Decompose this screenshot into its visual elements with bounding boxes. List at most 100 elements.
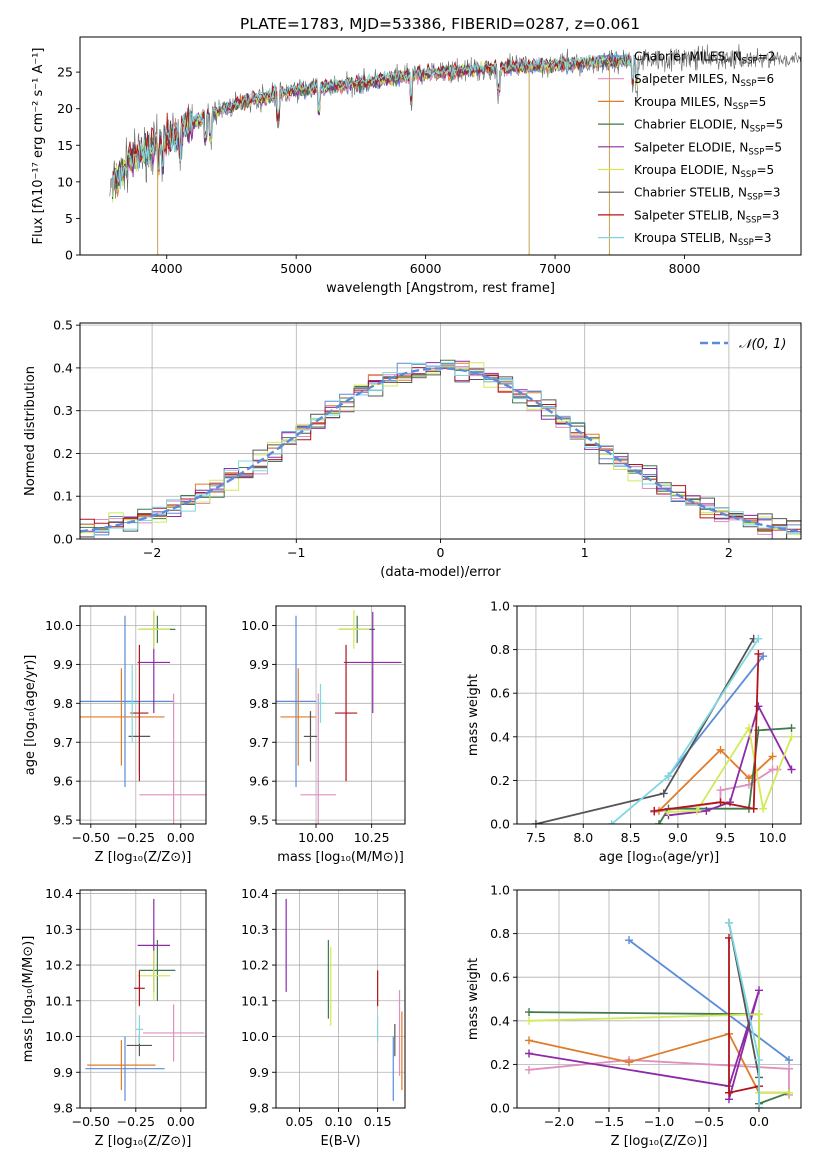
weight-line xyxy=(528,990,760,1100)
figure-title: PLATE=1783, MJD=53386, FIBERID=0287, z=0… xyxy=(240,15,640,33)
legend-entry: Salpeter MILES, NSSP=6 xyxy=(634,72,774,89)
weight-marker xyxy=(525,1008,533,1017)
weight-marker xyxy=(754,702,763,711)
x-tick-label: 10.0 xyxy=(759,830,787,845)
y-tick-label: 10 xyxy=(57,174,73,189)
chart-residuals: −2 −1 0 1 2 0.0 0.1 0.2 0.3 0.4 0.5 (data-model)/er… xyxy=(23,318,802,580)
weight-marker xyxy=(625,1058,633,1067)
weight-marker xyxy=(525,1049,533,1058)
y-tick-label: 0.3 xyxy=(53,403,73,418)
x-tick-label: 8.5 xyxy=(621,830,641,845)
x-tick-label: −1.5 xyxy=(594,1114,624,1129)
x-tick-label: −0.25 xyxy=(117,830,155,845)
x-axis-label: age [log₁₀(age/yr)] xyxy=(599,850,720,865)
weight-marker xyxy=(716,798,725,807)
legend-entry: Chabrier MILES, NSSP=2 xyxy=(634,50,775,67)
weight-marker xyxy=(716,786,725,795)
weight-marker xyxy=(787,724,796,733)
plot-area xyxy=(80,609,206,824)
x-tick-label: 0.15 xyxy=(364,1114,392,1129)
x-axis-label: wavelength [Angstrom, rest frame] xyxy=(326,281,555,296)
x-tick-label: −2 xyxy=(143,545,161,560)
y-tick-label: 9.8 xyxy=(53,1101,73,1116)
y-tick-label: 9.6 xyxy=(249,774,269,789)
y-axis-label: mass [log₁₀(M/M⊙)] xyxy=(21,936,36,1063)
y-tick-label: 0.8 xyxy=(490,926,510,941)
y-axis-label: Flux [fλ10⁻¹⁷ erg cm⁻² s⁻¹ A⁻¹] xyxy=(31,48,46,245)
y-tick-label: 10.4 xyxy=(241,886,269,901)
weight-marker xyxy=(744,774,753,783)
weight-marker xyxy=(785,1064,793,1073)
x-axis-label: Z [log₁₀(Z/Z⊙)] xyxy=(95,850,192,865)
x-tick-label: 7000 xyxy=(539,261,571,276)
x-tick-label: 7.5 xyxy=(526,830,546,845)
y-tick-label: 9.7 xyxy=(53,735,73,750)
y-tick-label: 0.2 xyxy=(490,1057,510,1072)
weight-line xyxy=(654,768,778,813)
axes-frame xyxy=(275,889,406,1109)
legend-entry: Kroupa MILES, NSSP=5 xyxy=(634,95,766,112)
y-tick-label: 10.1 xyxy=(241,993,269,1008)
x-tick-label: −1.0 xyxy=(644,1114,674,1129)
weight-marker xyxy=(787,765,796,774)
legend-entry: Chabrier STELIB, NSSP=3 xyxy=(634,186,781,203)
weight-marker xyxy=(754,634,763,643)
y-tick-label: 9.9 xyxy=(53,657,73,672)
x-tick-label: −1 xyxy=(287,545,305,560)
spectrum-legend: Chabrier MILES, NSSP=2 Salpeter MILES, NS… xyxy=(598,50,783,248)
weight-line xyxy=(528,1013,789,1094)
plot-area xyxy=(85,898,205,1101)
y-tick-label: 9.5 xyxy=(53,813,73,828)
weight-marker xyxy=(525,1065,533,1074)
x-tick-label: 0.00 xyxy=(167,830,195,845)
y-tick-label: 1.0 xyxy=(490,599,510,614)
weight-marker xyxy=(725,918,733,927)
x-tick-label: 8.0 xyxy=(573,830,593,845)
plot-area xyxy=(276,609,402,824)
plot-area xyxy=(80,359,801,539)
weight-marker xyxy=(768,752,777,761)
weight-marker xyxy=(754,649,763,658)
weight-marker xyxy=(692,806,701,815)
weight-marker xyxy=(755,986,763,995)
weight-marker xyxy=(525,1036,533,1045)
weight-line xyxy=(667,655,764,777)
y-tick-label: 0.6 xyxy=(490,686,510,701)
y-tick-label: 10.3 xyxy=(45,922,73,937)
y-tick-label: 0.2 xyxy=(53,446,73,461)
axes-frame xyxy=(275,605,406,825)
y-tick-label: 0.2 xyxy=(490,773,510,788)
x-tick-label: −0.50 xyxy=(72,830,110,845)
weight-marker xyxy=(755,1010,763,1019)
axes-frame xyxy=(79,322,802,540)
x-tick-label: 0.05 xyxy=(286,1114,314,1129)
chart-mass_vs_Z: −0.50 −0.25 0.00 9.8 9.9 10.0 10.1 10.2 10.3 10.4… xyxy=(21,886,207,1149)
y-tick-label: 9.9 xyxy=(249,1065,269,1080)
x-tick-label: −0.25 xyxy=(117,1114,155,1129)
y-tick-label: 9.8 xyxy=(249,696,269,711)
plot-area xyxy=(531,634,796,824)
y-axis-label: mass weight xyxy=(466,958,481,1040)
legend-entry: Kroupa ELODIE, NSSP=5 xyxy=(634,163,774,180)
y-tick-label: 9.8 xyxy=(53,696,73,711)
y-tick-label: 0.8 xyxy=(490,642,510,657)
residuals-legend: 𝒩(0, 1) xyxy=(700,337,786,352)
chart-age_vs_Z: −0.50 −0.25 0.00 9.5 9.6 9.7 9.8 9.9 10.0 Z [log₁… xyxy=(23,605,207,865)
weight-marker xyxy=(759,652,768,661)
chart-age_vs_mass: 10.00 10.25 9.5 9.6 9.7 9.8 9.9 10.0 mass [log₁₀… xyxy=(241,605,406,865)
x-tick-label: 0.00 xyxy=(167,1114,195,1129)
y-tick-label: 10.2 xyxy=(241,958,269,973)
y-tick-label: 15 xyxy=(57,138,73,153)
weight-line xyxy=(658,748,774,812)
chart-spectrum: 4000 5000 6000 7000 8000 0 5 10 15 20 25 wavelength… xyxy=(31,36,802,296)
x-tick-label: 6000 xyxy=(410,261,442,276)
legend-entry: Salpeter STELIB, NSSP=3 xyxy=(634,208,779,225)
chart-weight_vs_Z: −2.0 −1.5 −1.0 −0.5 0.0 0.0 0.2 0.4 0.6 0.8 1.0 Z [… xyxy=(466,883,802,1149)
legend-entry: Salpeter ELODIE, NSSP=5 xyxy=(634,140,782,157)
axes-frame xyxy=(79,36,802,256)
y-tick-label: 0.1 xyxy=(53,489,73,504)
y-tick-label: 9.7 xyxy=(249,735,269,750)
x-tick-label: 10.25 xyxy=(354,830,390,845)
legend-entry: Chabrier ELODIE, NSSP=5 xyxy=(634,118,783,135)
